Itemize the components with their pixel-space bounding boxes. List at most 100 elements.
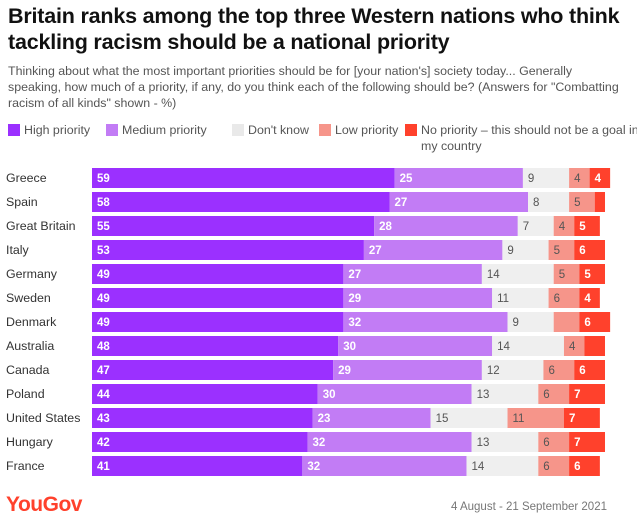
data-label: 59 xyxy=(97,173,110,185)
data-label: 27 xyxy=(369,245,382,257)
data-label: 9 xyxy=(507,245,513,257)
bar-segment xyxy=(466,456,539,476)
category-label: Denmark xyxy=(6,315,57,329)
bar-segment xyxy=(522,168,570,188)
category-label: Germany xyxy=(6,267,58,281)
data-label: 6 xyxy=(543,389,549,401)
legend-swatch-no-priority xyxy=(405,124,417,136)
bar-segment xyxy=(92,288,344,308)
bar-segment xyxy=(548,240,575,260)
bar-segment xyxy=(92,408,313,428)
data-label: 9 xyxy=(528,173,534,185)
bar-segment xyxy=(543,360,575,380)
bar-segment xyxy=(302,456,467,476)
bar-segment xyxy=(92,168,395,188)
data-label: 11 xyxy=(513,413,525,425)
bar-segment xyxy=(502,240,549,260)
bar-segment xyxy=(589,168,611,188)
data-label: 5 xyxy=(579,221,586,233)
data-label: 7 xyxy=(574,389,580,401)
data-label: 28 xyxy=(379,221,392,233)
category-label: Hungary xyxy=(6,435,54,449)
bar-segment xyxy=(574,216,600,236)
data-label: 9 xyxy=(513,317,519,329)
category-label: United States xyxy=(6,411,80,425)
data-label: 11 xyxy=(497,293,509,305)
data-label: 41 xyxy=(97,461,110,473)
bar-segment xyxy=(92,432,308,452)
data-label: 4 xyxy=(584,293,591,305)
data-label: 5 xyxy=(554,245,560,257)
data-label: 5 xyxy=(559,269,565,281)
bar-segment xyxy=(343,312,508,332)
bar-segment xyxy=(374,216,518,236)
legend-label: High priority xyxy=(24,123,91,137)
data-label: 13 xyxy=(477,437,490,449)
bar-segment xyxy=(317,384,472,404)
bar-segment xyxy=(563,408,600,428)
data-label: 14 xyxy=(487,269,500,281)
data-label: 48 xyxy=(97,341,110,353)
data-label: 14 xyxy=(471,461,484,473)
legend-swatch-dont-know xyxy=(232,124,244,136)
bar-segment xyxy=(471,384,539,404)
data-label: 49 xyxy=(97,293,110,305)
bar-segment xyxy=(553,216,575,236)
date-range: 4 August - 21 September 2021 xyxy=(451,501,607,513)
bar-segment xyxy=(538,384,570,404)
data-label: 6 xyxy=(543,437,549,449)
data-label: 30 xyxy=(323,389,336,401)
data-label: 6 xyxy=(543,461,549,473)
bar-segment xyxy=(92,360,334,380)
bar-segment xyxy=(548,288,580,308)
bar-segment xyxy=(92,216,375,236)
bar-segment xyxy=(338,336,493,356)
bar-segment xyxy=(481,360,544,380)
bar-segment xyxy=(92,456,303,476)
bar-segment xyxy=(430,408,508,428)
bar-segment xyxy=(92,264,344,284)
legend-label: No priority – this should not be a goal … xyxy=(421,123,637,153)
data-label: 4 xyxy=(569,341,576,353)
data-label: 6 xyxy=(579,365,585,377)
bar-segment xyxy=(569,456,600,476)
category-label: Spain xyxy=(6,195,38,209)
data-label: 32 xyxy=(307,461,320,473)
bar-segment xyxy=(307,432,472,452)
bar-segment xyxy=(569,168,590,188)
data-label: 58 xyxy=(97,197,110,209)
category-label: Sweden xyxy=(6,291,51,305)
data-label: 6 xyxy=(579,245,585,257)
chart-title: Britain ranks among the top three Wester… xyxy=(8,4,620,54)
bar-segment xyxy=(517,216,554,236)
bar-segment xyxy=(507,408,564,428)
data-label: 43 xyxy=(97,413,110,425)
data-label: 49 xyxy=(97,269,110,281)
bar-segment xyxy=(333,360,482,380)
data-label: 4 xyxy=(595,173,602,185)
yougov-logo: YouGov xyxy=(6,493,82,516)
bar-segment xyxy=(481,264,554,284)
bar-segment xyxy=(92,312,344,332)
bar-segment xyxy=(553,264,580,284)
data-label: 6 xyxy=(584,317,590,329)
category-label: Canada xyxy=(6,363,50,377)
bar-segment xyxy=(569,432,605,452)
data-label: 32 xyxy=(348,317,361,329)
data-label: 5 xyxy=(584,269,591,281)
data-label: 30 xyxy=(343,341,356,353)
data-label: 42 xyxy=(97,437,110,449)
bar-segment xyxy=(471,432,539,452)
category-label: France xyxy=(6,459,45,473)
data-label: 29 xyxy=(338,365,351,377)
data-label: 8 xyxy=(533,197,539,209)
category-label: Great Britain xyxy=(6,219,76,233)
data-label: 27 xyxy=(348,269,361,281)
data-label: 23 xyxy=(318,413,331,425)
bar-segment xyxy=(579,288,600,308)
bar-segment xyxy=(492,336,564,356)
data-label: 25 xyxy=(400,173,413,185)
data-label: 7 xyxy=(523,221,529,233)
legend: High priority Medium priority Don't know… xyxy=(8,122,637,158)
data-label: 29 xyxy=(348,293,361,305)
